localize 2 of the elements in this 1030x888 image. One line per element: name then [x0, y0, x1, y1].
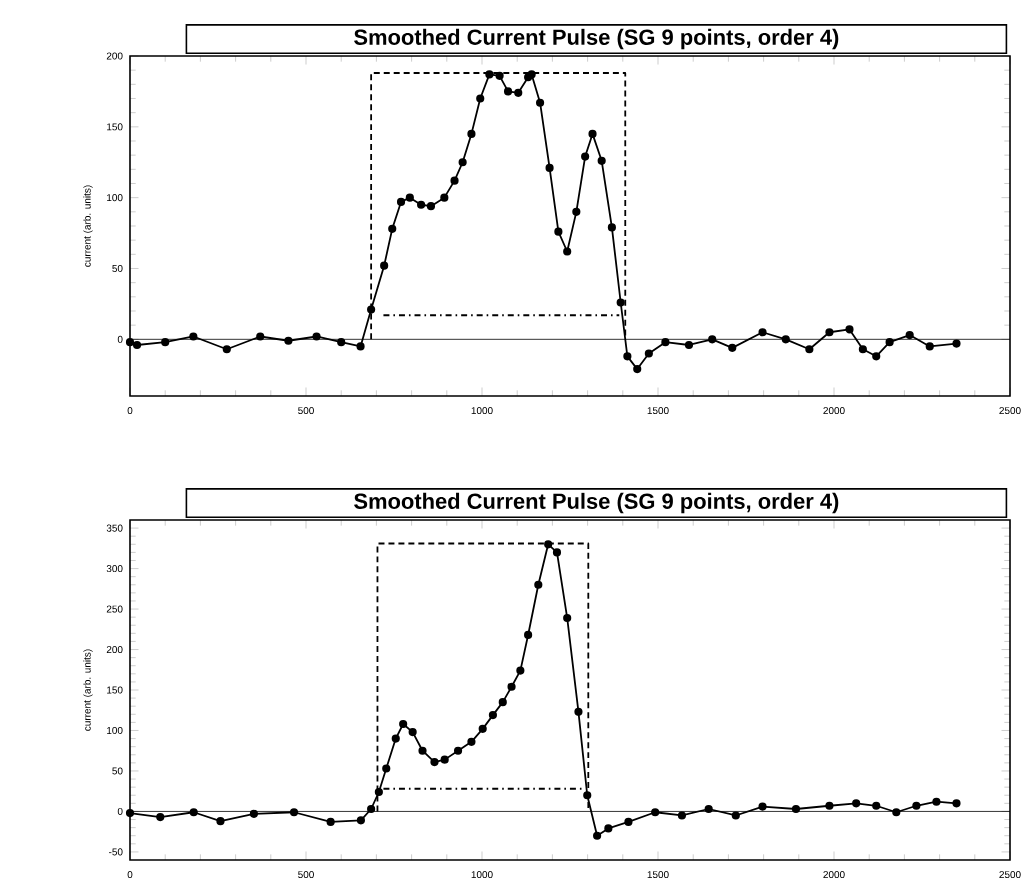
chart-title: Smoothed Current Pulse (SG 9 points, order 4)	[354, 28, 839, 50]
chart-title: Smoothed Current Pulse (SG 9 points, order 4)	[354, 492, 839, 514]
